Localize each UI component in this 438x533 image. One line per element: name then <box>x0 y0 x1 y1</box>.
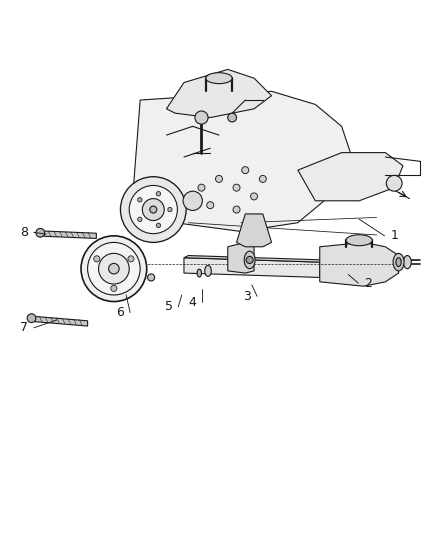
Circle shape <box>198 184 205 191</box>
Polygon shape <box>184 255 324 262</box>
Circle shape <box>111 285 117 292</box>
Ellipse shape <box>403 255 411 269</box>
Circle shape <box>138 198 142 202</box>
Polygon shape <box>228 243 254 273</box>
Circle shape <box>148 274 155 281</box>
Circle shape <box>88 243 140 295</box>
Circle shape <box>207 201 214 209</box>
Ellipse shape <box>206 72 232 84</box>
Ellipse shape <box>205 265 211 276</box>
Ellipse shape <box>346 235 372 246</box>
Polygon shape <box>320 243 399 286</box>
Polygon shape <box>184 258 320 278</box>
Polygon shape <box>298 152 403 201</box>
Text: 1: 1 <box>390 229 398 243</box>
Circle shape <box>183 191 202 211</box>
Circle shape <box>233 184 240 191</box>
Text: 2: 2 <box>364 277 372 289</box>
Circle shape <box>142 199 164 221</box>
Circle shape <box>386 175 402 191</box>
Polygon shape <box>35 317 88 326</box>
Circle shape <box>81 236 147 302</box>
Circle shape <box>120 177 186 243</box>
Polygon shape <box>237 214 272 247</box>
Circle shape <box>109 263 119 274</box>
Ellipse shape <box>393 253 404 271</box>
Polygon shape <box>44 231 96 238</box>
Circle shape <box>129 185 177 233</box>
Circle shape <box>228 113 237 122</box>
Circle shape <box>156 191 161 196</box>
Ellipse shape <box>396 258 401 266</box>
Circle shape <box>99 253 129 284</box>
Circle shape <box>195 111 208 124</box>
Circle shape <box>259 175 266 182</box>
Circle shape <box>94 256 100 262</box>
Polygon shape <box>131 91 350 231</box>
Circle shape <box>150 206 157 213</box>
Circle shape <box>215 175 223 182</box>
Text: 7: 7 <box>20 321 28 334</box>
Circle shape <box>138 217 142 222</box>
Polygon shape <box>166 69 272 118</box>
Text: 6: 6 <box>117 306 124 319</box>
Ellipse shape <box>197 269 201 277</box>
Circle shape <box>233 206 240 213</box>
Circle shape <box>156 223 161 228</box>
Circle shape <box>27 314 36 322</box>
Circle shape <box>36 229 45 237</box>
Text: 5: 5 <box>165 300 173 313</box>
Ellipse shape <box>244 251 255 269</box>
Text: 4: 4 <box>189 296 197 309</box>
Circle shape <box>246 256 253 263</box>
Circle shape <box>251 193 258 200</box>
Text: 3: 3 <box>244 290 251 303</box>
Circle shape <box>128 256 134 262</box>
Circle shape <box>168 207 172 212</box>
Circle shape <box>242 167 249 174</box>
Text: 8: 8 <box>20 226 28 239</box>
